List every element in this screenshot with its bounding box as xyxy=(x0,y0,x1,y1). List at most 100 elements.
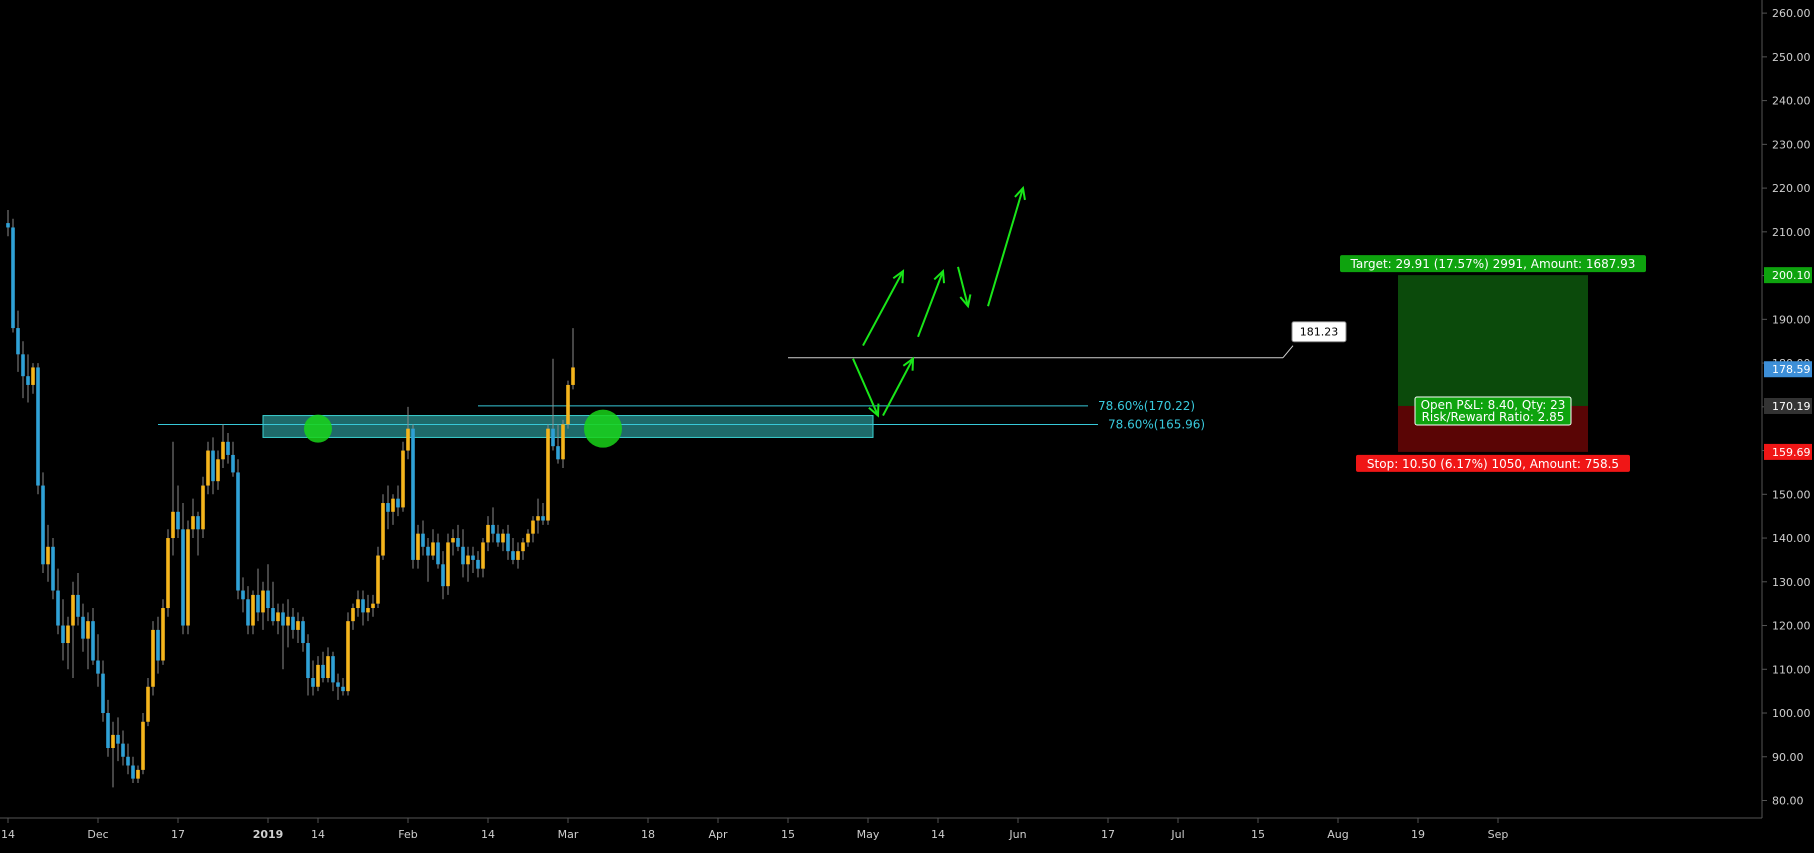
candle-body xyxy=(156,629,160,661)
candle-body xyxy=(536,516,540,521)
candle-body xyxy=(66,625,70,644)
arrow-head xyxy=(892,269,905,284)
candle-body xyxy=(336,682,340,687)
price-tick-label: 250.00 xyxy=(1772,51,1811,64)
time-tick-label: 15 xyxy=(1251,828,1265,841)
price-tick-label: 80.00 xyxy=(1772,795,1804,808)
target-zone xyxy=(1398,275,1588,406)
price-tick-label: 150.00 xyxy=(1772,488,1811,501)
time-tick-label: Sep xyxy=(1488,828,1509,841)
candle-body xyxy=(331,656,335,683)
price-tick-label: 110.00 xyxy=(1772,663,1811,676)
time-tick-label: 14 xyxy=(311,828,325,841)
candle-body xyxy=(21,354,25,377)
stop-label: Stop: 10.50 (6.17%) 1050, Amount: 758.5 xyxy=(1367,457,1619,471)
fib-lines-layer: 78.60%(170.22) 78.60%(165.96) 181.23 xyxy=(158,321,1347,431)
time-tick-label: 17 xyxy=(1101,828,1115,841)
price-tag-label: 178.59 xyxy=(1772,363,1811,376)
candle-body xyxy=(121,743,125,757)
time-tick-label: 2019 xyxy=(253,828,284,841)
candle-body xyxy=(476,559,480,569)
arrow-head xyxy=(868,403,880,418)
candle-body xyxy=(346,621,350,692)
candle-body xyxy=(161,608,165,661)
candle-body xyxy=(441,564,445,587)
candle-body xyxy=(71,594,75,626)
candle-body xyxy=(11,227,15,329)
candle-body xyxy=(391,498,395,512)
candle-body xyxy=(466,555,470,565)
candle-body xyxy=(301,621,305,644)
candle-body xyxy=(396,498,400,508)
candle-body xyxy=(126,756,130,766)
candle-body xyxy=(111,734,115,749)
candle-body xyxy=(246,599,250,626)
candle-body xyxy=(251,594,255,626)
candle-body xyxy=(356,599,360,609)
candle-body xyxy=(326,656,330,679)
price-tick-label: 90.00 xyxy=(1772,751,1804,764)
candle-body xyxy=(91,621,95,661)
candle-body xyxy=(421,533,425,547)
candle-body xyxy=(211,450,215,482)
candle-body xyxy=(506,533,510,552)
candle-body xyxy=(151,629,155,687)
projection-arrow xyxy=(852,358,879,416)
candle-body xyxy=(141,721,145,770)
candle-body xyxy=(281,612,285,626)
price-callout-label: 181.23 xyxy=(1300,326,1339,339)
candle-body xyxy=(531,520,535,534)
price-tick-label: 100.00 xyxy=(1772,707,1811,720)
candle-body xyxy=(171,511,175,539)
candle-body xyxy=(376,555,380,604)
fib-label: 78.60%(170.22) xyxy=(1098,399,1195,413)
candle-body xyxy=(516,551,520,560)
candle-body xyxy=(296,621,300,630)
arrow-head xyxy=(902,356,915,371)
risk-reward-label: Risk/Reward Ratio: 2.85 xyxy=(1422,410,1565,424)
price-tick-label: 260.00 xyxy=(1772,7,1811,20)
candle-body xyxy=(96,660,100,674)
price-tick-label: 130.00 xyxy=(1772,576,1811,589)
candle-body xyxy=(136,769,140,779)
candle-body xyxy=(56,590,60,626)
candle-body xyxy=(226,441,230,455)
candle-body xyxy=(521,542,525,552)
price-callout xyxy=(1291,321,1347,343)
price-tick-label: 210.00 xyxy=(1772,226,1811,239)
candle-body xyxy=(351,608,355,622)
projection-arrow xyxy=(862,270,904,347)
candle-body xyxy=(471,555,475,560)
touch-circles-layer xyxy=(304,409,622,448)
time-axis[interactable]: 14 Dec 17 2019 14 Feb 14 Mar 18 Apr 15 May 14 Jun 17 Ju… xyxy=(0,817,1762,841)
candle-body xyxy=(266,590,270,609)
candle-body xyxy=(26,376,30,385)
candle-body xyxy=(61,625,65,644)
candle-body xyxy=(361,599,365,613)
time-tick-label: Mar xyxy=(558,828,579,841)
candle-body xyxy=(556,446,560,460)
time-tick-label: Jul xyxy=(1170,828,1184,841)
stop-label-box xyxy=(1356,454,1630,472)
price-tick-label: 240.00 xyxy=(1772,95,1811,108)
candle-body xyxy=(206,450,210,486)
candle-body xyxy=(146,686,150,722)
price-axis-bg xyxy=(1762,0,1814,849)
candle-body xyxy=(541,516,545,521)
candle-body xyxy=(41,485,45,565)
candle-body xyxy=(386,503,390,512)
long-position-layer[interactable]: Target: 29.91 (17.57%) 2991, Amount: 168… xyxy=(1340,255,1646,472)
candle-body xyxy=(6,223,10,228)
candle-body xyxy=(231,454,235,473)
candle-body xyxy=(561,424,565,460)
candle-body xyxy=(426,546,430,556)
arrow-head xyxy=(959,294,972,309)
projection-arrow xyxy=(882,358,914,417)
candle-body xyxy=(166,538,170,609)
candle-body xyxy=(566,384,570,425)
candle-body xyxy=(366,608,370,613)
candle-body xyxy=(101,673,105,714)
price-axis[interactable]: 80.00 90.00 100.00 110.00 120.00 130.00 140.00… xyxy=(1761,0,1814,849)
